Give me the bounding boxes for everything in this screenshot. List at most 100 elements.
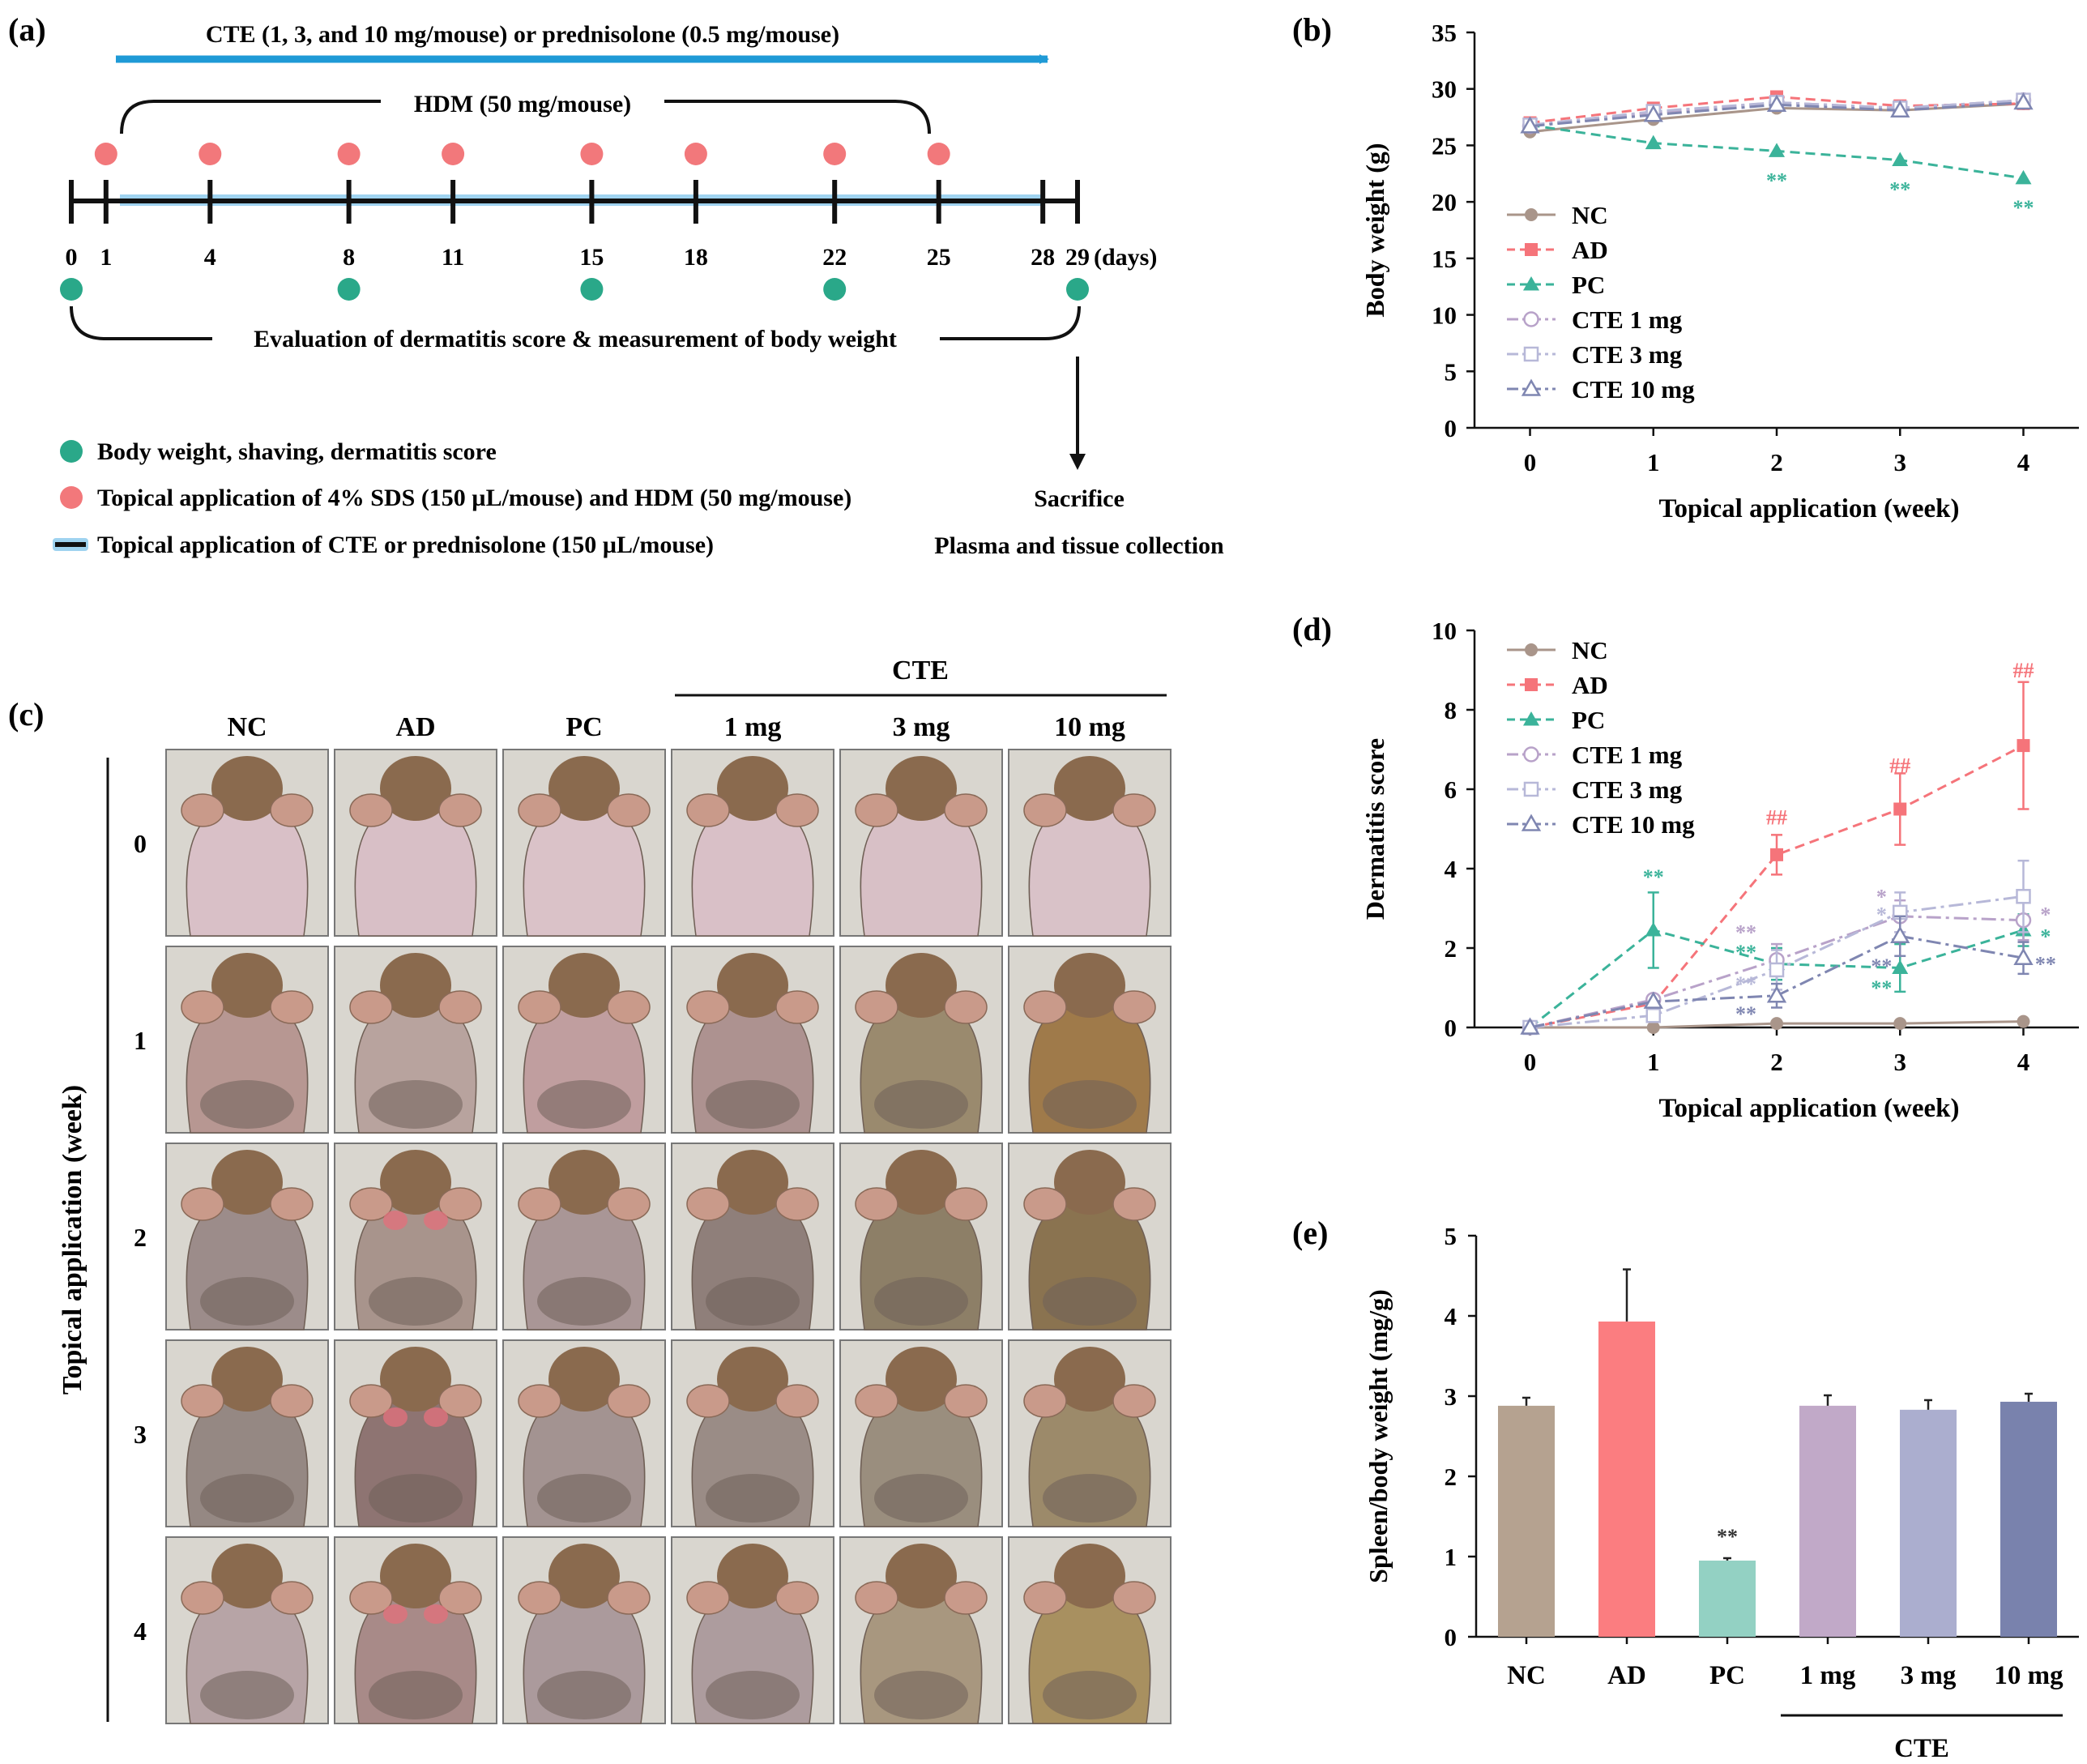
category-label: AD [1607, 1661, 1646, 1690]
mouse-photo [839, 749, 1003, 937]
series-line [1530, 99, 2024, 126]
mouse-head [548, 1150, 620, 1215]
mouse-ear-left [518, 1581, 561, 1615]
cte-header: CTE [892, 656, 949, 686]
mouse-lower-fur [369, 1080, 463, 1129]
marker-pc [1523, 276, 1539, 291]
hdm-bracket-right [664, 100, 931, 135]
mouse-photo [334, 749, 497, 937]
marker-cte10 [1520, 1017, 1540, 1035]
week-label-4: 4 [134, 1617, 147, 1646]
mouse-ear-right [944, 793, 988, 827]
column-header-3-mg: 3 mg [893, 712, 950, 742]
mouse-ear-right [944, 1384, 988, 1418]
mouse-lower-fur [200, 1277, 294, 1326]
legend-entry: CTE 10 mg [1572, 810, 1695, 839]
significance-mark: ## [1889, 754, 1910, 778]
week-label-1: 1 [134, 1026, 147, 1055]
marker-pc [1523, 711, 1539, 726]
body-weight-chart: 0 5 10 15 20 25 30 35 0 1 2 3 4 Topical application (… [1360, 19, 2079, 523]
significance-mark: ** [1735, 1002, 1756, 1026]
bar-10-mg [2000, 1401, 2057, 1637]
y-tick-label: 15 [1432, 245, 1457, 273]
mouse-ear-left [181, 990, 224, 1024]
significance-mark: ** [1889, 178, 1910, 202]
mouse-ear-right [438, 990, 482, 1024]
mouse-ear-left [518, 1384, 561, 1418]
category-label: 1 mg [1800, 1661, 1856, 1690]
mouse-head [717, 953, 788, 1018]
mouse-head [548, 756, 620, 821]
hdm-bracket-left [120, 100, 381, 135]
marker-ad [1893, 802, 1907, 816]
category-label: NC [1507, 1661, 1546, 1690]
significance-mark: * [1876, 885, 1887, 908]
mouse-lower-fur [874, 1080, 968, 1129]
mouse-head [886, 1544, 957, 1608]
mouse-ear-right [438, 793, 482, 827]
y-tick-label: 6 [1445, 775, 1457, 804]
hdm-dot [823, 143, 847, 165]
category-label: 10 mg [1994, 1661, 2064, 1690]
day-label-0: 0 [66, 244, 78, 271]
mouse-lower-fur [874, 1671, 968, 1719]
legend-entry: PC [1572, 271, 1605, 299]
mouse-head [1054, 1347, 1125, 1412]
significance-mark: ** [1643, 865, 1664, 889]
mouse-ear-left [855, 1581, 898, 1615]
evaluation-dot [580, 278, 604, 301]
mouse-ear-right [607, 1581, 651, 1615]
mouse-ear-left [855, 1187, 898, 1221]
mouse-head [548, 1347, 620, 1412]
mouse-ear-right [1112, 1187, 1156, 1221]
mouse-ear-right [270, 1187, 314, 1221]
mouse-head [211, 1347, 283, 1412]
evaluation-text: Evaluation of dermatitis score & measure… [254, 326, 897, 352]
legend-entry: NC [1572, 636, 1608, 664]
mouse-ear-left [518, 1187, 561, 1221]
panel-c-label: (c) [8, 696, 44, 733]
marker-pc [1645, 921, 1662, 937]
mouse-ear-right [438, 1187, 482, 1221]
mouse-ear-left [686, 1384, 730, 1418]
marker-cte10 [1521, 378, 1542, 396]
hdm-dot [94, 143, 117, 165]
category-label: PC [1709, 1661, 1745, 1690]
y-tick-label: 2 [1445, 934, 1457, 963]
series-pc [1522, 117, 2032, 185]
mouse-ear-right [1112, 793, 1156, 827]
hdm-dot [337, 143, 361, 165]
marker-cte3 [1523, 781, 1539, 797]
x-tick-label: 3 [1893, 448, 1906, 476]
mouse-photo [671, 749, 834, 937]
significance-mark: ** [1717, 1525, 1738, 1548]
marker-cte1 [1523, 746, 1539, 762]
y-tick-label: 0 [1445, 1014, 1457, 1042]
mouse-photo [1008, 1143, 1172, 1330]
bar-1-mg [1799, 1405, 1856, 1637]
eval-bracket-left [70, 305, 212, 340]
x-tick-label: 0 [1524, 448, 1537, 476]
bar-ad [1598, 1321, 1655, 1637]
mouse-head [380, 1544, 451, 1608]
mouse-ear-left [349, 793, 393, 827]
marker-cte10 [1766, 985, 1787, 1003]
mouse-head [1054, 756, 1125, 821]
mouse-photo [671, 1339, 834, 1527]
mouse-photo [334, 1143, 497, 1330]
y-tick-label: 4 [1445, 855, 1457, 883]
significance-mark: ** [2012, 196, 2034, 220]
marker-cte10 [1521, 814, 1542, 831]
mouse-ear-right [944, 990, 988, 1024]
hdm-dot [580, 143, 604, 165]
legend-bodyweight: Body weight, shaving, dermatitis score [97, 438, 497, 465]
legend-entry: NC [1572, 201, 1608, 229]
treatment-text: CTE (1, 3, and 10 mg/mouse) or prednisol… [206, 21, 839, 48]
eval-bracket-right [940, 305, 1081, 340]
mouse-ear-right [438, 1384, 482, 1418]
mouse-photo [502, 749, 666, 937]
mouse-lower-fur [1043, 1474, 1137, 1523]
panel-b-label: (b) [1292, 11, 1332, 48]
column-header-nc: NC [227, 712, 267, 742]
legend-entry: CTE 3 mg [1572, 340, 1683, 369]
